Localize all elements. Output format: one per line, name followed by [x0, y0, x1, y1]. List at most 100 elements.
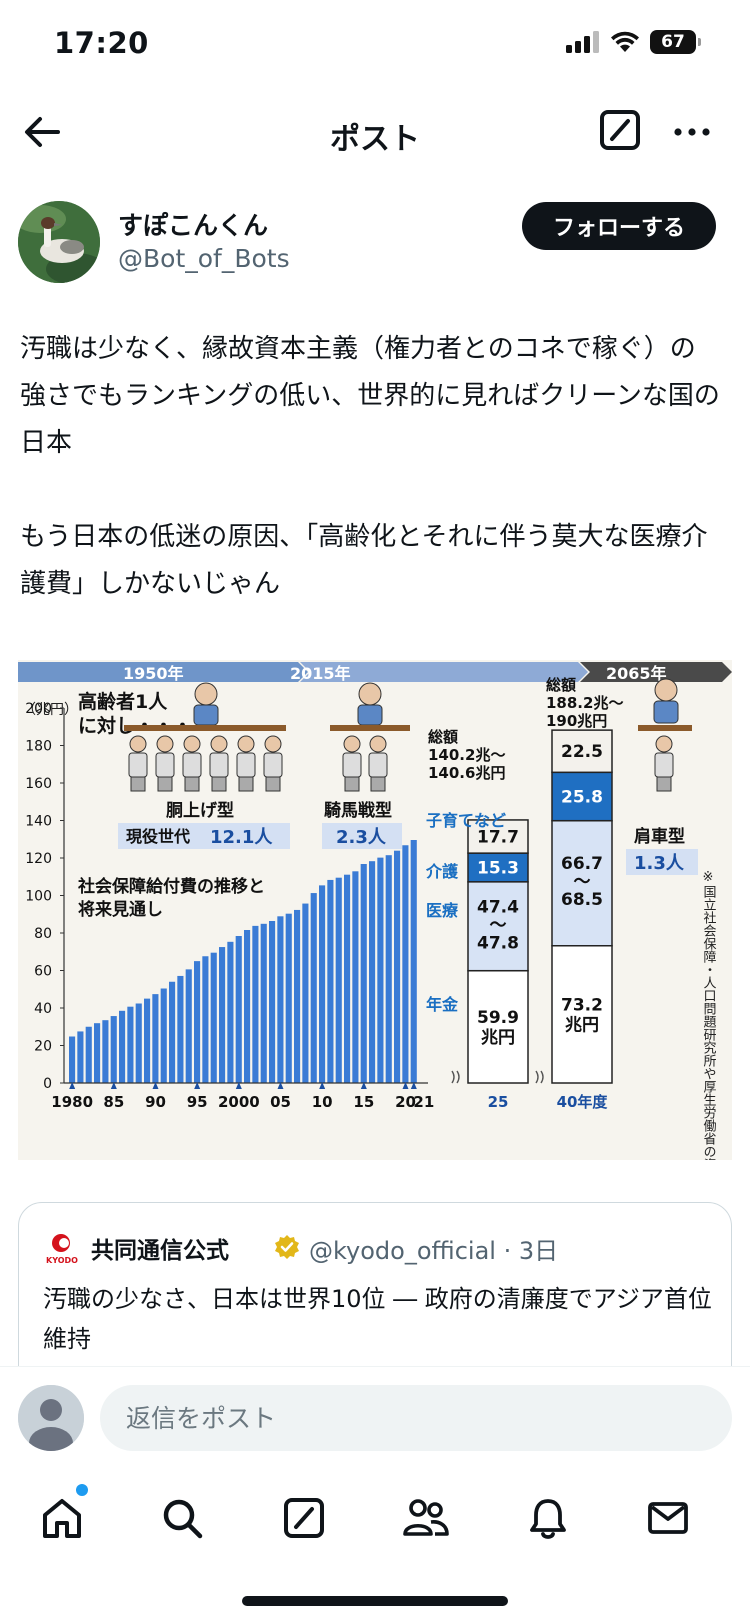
- back-button[interactable]: [20, 110, 64, 154]
- x-tick-label: 2000: [218, 1093, 260, 1111]
- svg-text:KYODO: KYODO: [46, 1256, 78, 1265]
- value-medical: 47.4: [477, 897, 519, 917]
- worker-head: [210, 735, 228, 753]
- nav-home[interactable]: [34, 1484, 90, 1546]
- nav-messages[interactable]: [640, 1490, 696, 1546]
- x-tick-label: 25: [488, 1093, 509, 1111]
- nav-search[interactable]: [154, 1490, 210, 1546]
- page-title: ポスト: [330, 122, 420, 157]
- x-tick-mark: [360, 1082, 367, 1089]
- author-avatar[interactable]: [18, 201, 100, 283]
- bar-1995: [194, 961, 201, 1083]
- x-tick-label: 15: [353, 1093, 374, 1111]
- value-pension: 73.2: [561, 995, 603, 1015]
- x-tick-mark: [319, 1082, 326, 1089]
- search-icon: [163, 1499, 203, 1539]
- nav-grok[interactable]: [276, 1490, 332, 1546]
- bar-2005: [277, 916, 284, 1083]
- projection-bar-2040: 22.5 25.8 66.7～68.5 73.2兆円 40年度: [535, 729, 613, 1111]
- value-medical-tilde: ～: [490, 915, 507, 935]
- status-icons: 67: [566, 30, 701, 54]
- notifications-icon: [530, 1499, 566, 1539]
- bar-1988: [135, 1003, 142, 1083]
- worker-body: [368, 752, 388, 778]
- value-medical: 47.8: [477, 933, 519, 953]
- nav-notifications[interactable]: [520, 1490, 576, 1546]
- scenario-box: [322, 823, 402, 849]
- total-line-2025: 140.2兆～: [428, 746, 505, 764]
- scenario-value: 12.1人: [210, 827, 273, 848]
- tweet-image[interactable]: 1950年 2015年 2065年 高齢者1人に対し・・・ （兆円） 20018…: [18, 660, 732, 1160]
- more-options-button[interactable]: [670, 110, 714, 154]
- y-tick-label: 200: [25, 701, 52, 717]
- x-tick-label: 90: [145, 1093, 166, 1111]
- chart-title: 社会保障給付費の推移と将来見通し: [77, 876, 265, 920]
- worker-head: [156, 735, 174, 753]
- value-childcare: 22.5: [561, 742, 603, 762]
- nav-communities[interactable]: [398, 1490, 454, 1546]
- y-tick-label: 60: [34, 964, 52, 980]
- value-pension-unit: 兆円: [565, 1015, 599, 1035]
- worker-body: [342, 752, 362, 778]
- bar-1987: [127, 1006, 134, 1083]
- author-handle[interactable]: @Bot_of_Bots: [118, 244, 290, 273]
- bar-2008: [302, 903, 309, 1083]
- quote-author-name: 共同通信公式: [91, 1238, 229, 1264]
- source-note: ※国立社会保障・人口問題研究所や厚生労働省の資料から。2020、21年度分は予算…: [701, 870, 717, 1160]
- palanquin-board: [330, 725, 410, 731]
- palanquin-board: [124, 725, 286, 731]
- y-tick-label: 160: [25, 776, 52, 792]
- bar-2003: [260, 923, 267, 1083]
- grok-button[interactable]: [598, 108, 642, 152]
- x-tick-mark: [235, 1082, 242, 1089]
- bar-1999: [227, 941, 234, 1083]
- grok-icon: [600, 110, 640, 150]
- y-tick-label: 0: [43, 1076, 52, 1092]
- messages-icon: [648, 1502, 688, 1534]
- bar-1983: [94, 1023, 101, 1083]
- scenario-label: 現役世代: [126, 827, 190, 846]
- era-label: 1950年: [123, 664, 184, 683]
- x-tick-label: 10: [312, 1093, 333, 1111]
- battery-indicator: 67: [650, 30, 701, 54]
- segment-care: [551, 771, 613, 822]
- elderly-figure-2065: [653, 678, 679, 724]
- value-medical: 68.5: [561, 890, 603, 910]
- x-tick-label: 21: [413, 1093, 434, 1111]
- tweet-paragraph: 汚職は少なく、縁故資本主義（権力者とのコネで稼ぐ）の強さでもランキングの低い、世…: [20, 334, 720, 458]
- worker-legs: [656, 776, 672, 792]
- bar-1984: [102, 1020, 109, 1083]
- user-avatar[interactable]: [18, 1385, 84, 1451]
- x-tick-mark: [402, 1082, 409, 1089]
- communities-icon: [403, 1499, 449, 1536]
- bar-1989: [144, 998, 151, 1083]
- status-time: 17:20: [54, 26, 149, 60]
- bar-2017: [377, 857, 384, 1083]
- reply-input[interactable]: [100, 1385, 732, 1451]
- bar-1981: [77, 1031, 84, 1083]
- x-tick-mark: [152, 1082, 159, 1089]
- home-icon: [43, 1499, 81, 1538]
- worker-body: [236, 752, 256, 778]
- tweet-body: 汚職は少なく、縁故資本主義（権力者とのコネで稼ぐ）の強さでもランキングの低い、世…: [20, 326, 720, 655]
- x-tick-label: 40年度: [557, 1093, 609, 1111]
- follow-button[interactable]: フォローする: [522, 202, 716, 250]
- worker-head: [237, 735, 255, 753]
- value-pension: 59.9: [477, 1008, 519, 1028]
- category-label-medical: 医療: [426, 901, 459, 920]
- bar-2002: [252, 925, 259, 1083]
- y-tick-label: 120: [25, 851, 52, 867]
- wifi-icon: [611, 31, 639, 52]
- bar-2019: [394, 850, 401, 1083]
- y-tick-label: 140: [25, 814, 52, 830]
- home-indicator: [242, 1596, 508, 1606]
- worker-head: [343, 735, 361, 753]
- scenario-value: 2.3人: [336, 827, 387, 848]
- author-name[interactable]: すぽこんくん: [118, 211, 269, 240]
- worker-body: [263, 752, 283, 778]
- value-medical-tilde: ～: [574, 872, 591, 892]
- bar-1990: [152, 994, 159, 1083]
- total-title-2040: 総額: [546, 676, 576, 694]
- bar-2010: [319, 885, 326, 1083]
- worker-body: [155, 752, 175, 778]
